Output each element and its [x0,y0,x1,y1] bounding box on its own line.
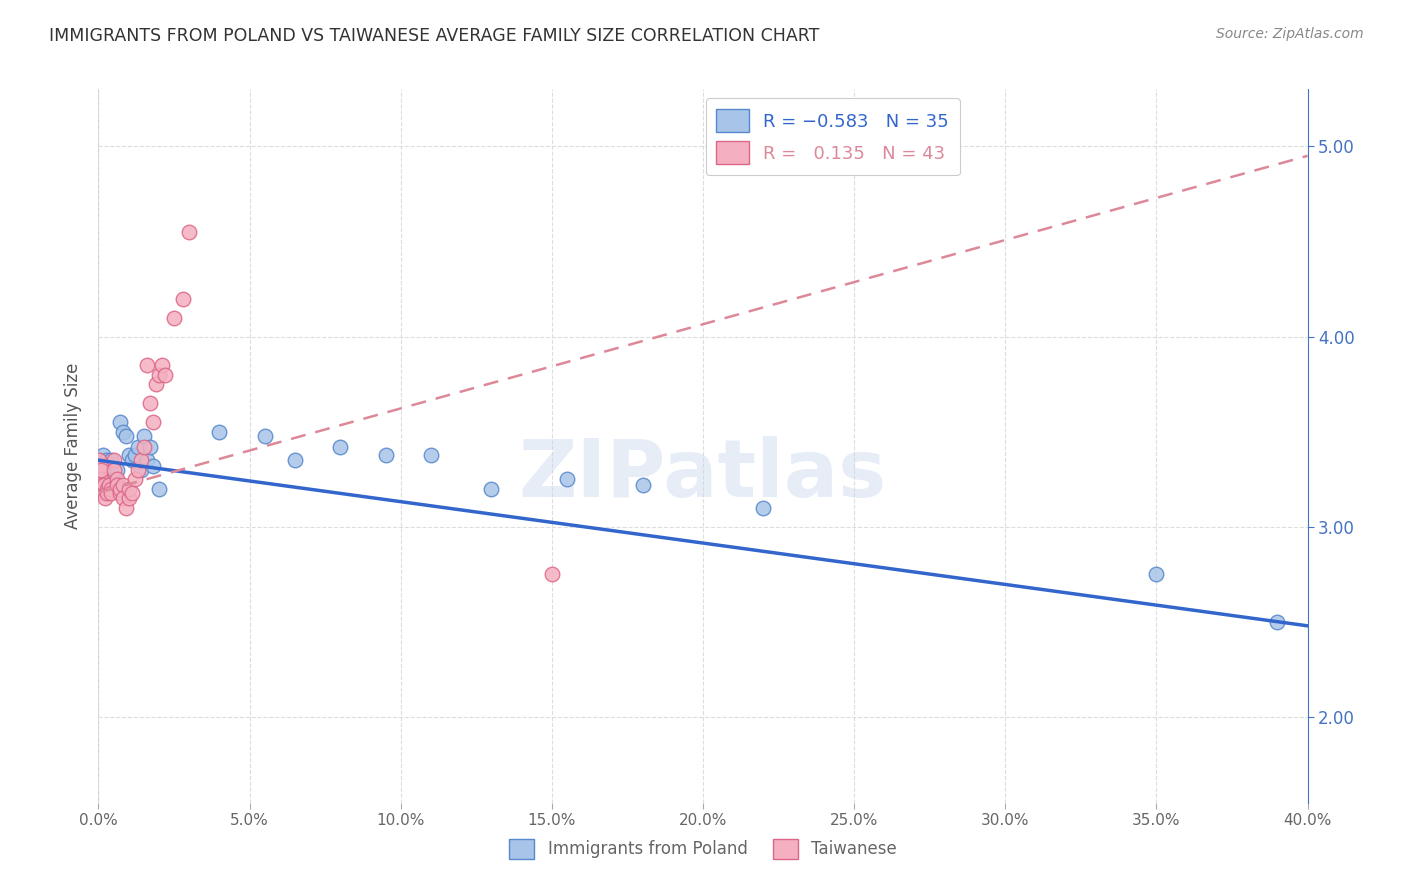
Point [91,448,114,462]
Point [129,463,152,477]
Point [108,482,131,496]
Point [132,428,155,442]
Point [129,453,152,467]
Point [91,482,114,496]
Point [118,448,141,462]
Point [139,396,162,410]
Point [631,478,654,492]
Point [91,478,114,492]
Point [752,500,775,515]
Legend: Immigrants from Poland, Taiwanese: Immigrants from Poland, Taiwanese [503,832,903,866]
Point [105,463,128,477]
Point [127,440,149,454]
Point [108,415,131,429]
Point [142,415,165,429]
Point [89,467,111,481]
Point [153,368,176,382]
Point [90,472,112,486]
Point [90,458,112,473]
Point [121,485,143,500]
Text: IMMIGRANTS FROM POLAND VS TAIWANESE AVERAGE FAMILY SIZE CORRELATION CHART: IMMIGRANTS FROM POLAND VS TAIWANESE AVER… [49,27,820,45]
Point [420,448,443,462]
Point [118,491,141,506]
Y-axis label: Average Family Size: Average Family Size [65,363,83,529]
Point [481,482,503,496]
Point [114,500,136,515]
Point [103,453,125,467]
Point [163,310,186,325]
Point [284,453,307,467]
Point [93,485,115,500]
Point [148,368,170,382]
Point [105,472,128,486]
Point [96,485,118,500]
Point [105,478,128,492]
Point [111,491,134,506]
Point [89,453,111,467]
Point [555,472,578,486]
Point [103,463,125,477]
Point [108,485,131,500]
Point [132,440,155,454]
Point [93,478,115,492]
Point [540,567,562,582]
Point [374,448,396,462]
Point [114,428,136,442]
Point [90,463,112,477]
Text: ZIPatlas: ZIPatlas [519,435,887,514]
Point [100,482,122,496]
Point [100,453,122,467]
Point [139,440,162,454]
Point [150,358,173,372]
Point [172,292,194,306]
Point [87,453,110,467]
Point [98,478,121,492]
Point [124,472,146,486]
Point [90,458,112,473]
Point [89,463,111,477]
Point [93,463,115,477]
Text: Source: ZipAtlas.com: Source: ZipAtlas.com [1216,27,1364,41]
Point [148,482,170,496]
Point [100,485,122,500]
Point [98,467,121,481]
Point [135,453,157,467]
Point [118,482,141,496]
Point [96,463,118,477]
Point [142,458,165,473]
Point [121,453,143,467]
Point [208,425,231,439]
Point [124,448,146,462]
Point [111,425,134,439]
Point [1144,567,1167,582]
Point [135,358,157,372]
Point [1267,615,1289,629]
Point [253,428,276,442]
Point [145,377,167,392]
Point [94,491,117,506]
Point [179,225,201,239]
Point [96,482,118,496]
Point [94,453,117,467]
Point [111,478,134,492]
Point [329,440,352,454]
Point [127,463,149,477]
Point [103,467,125,481]
